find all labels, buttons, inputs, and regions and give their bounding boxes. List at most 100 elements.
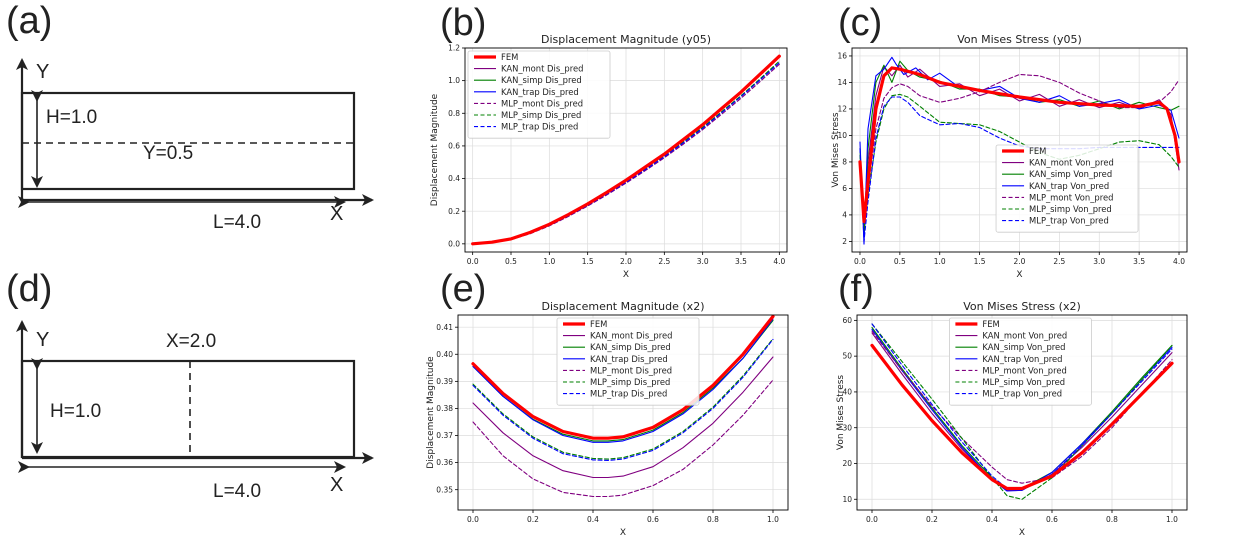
y-tick-label: 12 [837, 105, 847, 114]
plot-frame [457, 314, 789, 511]
x-tick-label: 3.5 [735, 257, 747, 266]
y-tick-label: 1.0 [448, 76, 460, 85]
x-axis-label: X [623, 270, 629, 280]
y-tick-label: 0.35 [436, 485, 453, 494]
chart-title: Displacement Magnitude (y05) [541, 33, 711, 46]
legend-box [949, 317, 1092, 406]
legend-label: MLP_simp Von_pred [982, 377, 1065, 387]
series-line-fem [870, 343, 1174, 491]
x-tick-label: 0.5 [505, 257, 517, 266]
series-line-mlp-simp-dis-pred [472, 338, 774, 460]
y-axis-label: Y [36, 61, 49, 83]
x-tick-label: 4.0 [773, 257, 785, 266]
x-tick-label: 4.0 [1173, 257, 1185, 266]
height-label: H=1.0 [50, 401, 101, 422]
legend-label: MLP_simp Von_pred [1029, 204, 1112, 214]
legend-label: FEM [590, 319, 607, 329]
series-line-mlp-mont-von-pred [871, 330, 1173, 484]
legend-label: MLP_simp Dis_pred [501, 110, 581, 120]
x-tick-label: 1.0 [767, 515, 779, 524]
series-line-fem [858, 66, 1181, 224]
x-tick-label: 1.5 [974, 257, 986, 266]
legend-label: MLP_mont Von_pred [1029, 192, 1113, 202]
series-line-kan-trap-dis-pred [472, 318, 774, 443]
series-group [471, 315, 775, 498]
x-tick-label: 0.8 [707, 515, 719, 524]
legend-label: FEM [982, 319, 999, 329]
legend-label: KAN_trap Von_pred [1029, 181, 1109, 191]
y-tick-label: 10 [837, 131, 847, 140]
y-tick-label: 0.0 [448, 239, 460, 248]
legend-label: MLP_mont Von_pred [982, 365, 1066, 375]
legend-label: KAN_mont Dis_pred [590, 331, 672, 341]
y-axis-label: Displacement Magnitude [430, 93, 440, 206]
x-axis-label: X [330, 474, 343, 496]
y-tick-label: 8 [842, 158, 847, 167]
x-tick-label: 0.0 [854, 257, 866, 266]
x-tick-label: 2.5 [1053, 257, 1065, 266]
x-tick-label: 2.0 [1014, 257, 1026, 266]
x-tick-label: 2.0 [620, 257, 632, 266]
x-tick-label: 3.0 [1093, 257, 1105, 266]
x-tick-label: 3.0 [697, 257, 709, 266]
legend-label: MLP_trap Dis_pred [590, 389, 667, 399]
x-tick-label: 0.6 [1046, 515, 1058, 524]
panel-label: (e) [440, 268, 486, 310]
y-axis-label: Von Mises Stress [836, 375, 846, 451]
x-axis-label: X [1019, 528, 1025, 538]
cut-label: X=2.0 [166, 331, 216, 352]
legend-label: KAN_trap Dis_pred [501, 87, 579, 97]
legend-label: KAN_mont Von_pred [1029, 158, 1114, 168]
y-tick-label: 30 [842, 423, 852, 432]
x-tick-label: 1.0 [934, 257, 946, 266]
x-tick-label: 0.8 [1106, 515, 1118, 524]
length-label: L=4.0 [213, 481, 261, 502]
chart-title: Von Mises Stress (x2) [963, 300, 1081, 313]
series-group [471, 54, 781, 246]
schematic-d: (d) Y X X=2.0 H=1.0 L=4.0 [6, 268, 374, 502]
legend-box [995, 144, 1139, 233]
x-tick-label: 0.0 [467, 515, 479, 524]
chart-stress-y05: (c) 0.0 0.5 1.0 1.5 2.0 2.5 3.0 3.5 4.0 2 4 6 8 10 12 14… [831, 2, 1188, 280]
legend-label: MLP_mont Dis_pred [501, 98, 583, 108]
x-axis-label: X [1016, 270, 1022, 280]
chart-displacement-y05: (b) 0.0 0.5 1.0 1.5 2.0 2.5 3.0 3.5 4.0 0.0 0.2 0.4 0… [430, 2, 788, 280]
panel-label: (c) [838, 2, 882, 44]
x-tick-label: 0.2 [527, 515, 539, 524]
x-tick-label: 1.5 [582, 257, 594, 266]
legend-label: MLP_trap Von_pred [1029, 216, 1109, 226]
legend-label: MLP_trap Dis_pred [501, 122, 578, 132]
legend-label: KAN_simp Von_pred [1029, 169, 1112, 179]
beam-rectangle [20, 359, 356, 459]
series-line-fem [471, 54, 781, 246]
x-tick-label: 0.0 [866, 515, 878, 524]
series-line-mlp-simp-von-pred [871, 323, 1173, 500]
x-axis-label: X [330, 203, 343, 225]
legend-label: FEM [501, 52, 518, 62]
y-tick-label: 0.40 [436, 350, 453, 359]
y-tick-label: 6 [842, 184, 847, 193]
y-axis-label: Von Mises Stress [831, 112, 841, 188]
series-line-kan-mont-dis-pred [472, 356, 774, 479]
panel-label: (b) [440, 2, 486, 44]
y-tick-label: 0.39 [436, 377, 453, 386]
y-tick-label: 4 [842, 211, 847, 220]
chart-title: Displacement Magnitude (x2) [542, 300, 705, 313]
x-tick-label: 1.0 [1166, 515, 1178, 524]
legend-label: MLP_simp Dis_pred [590, 377, 670, 387]
y-tick-label: 0.38 [436, 404, 453, 413]
x-tick-label: 2.5 [658, 257, 670, 266]
cut-label: Y=0.5 [143, 143, 193, 164]
panel-label: (d) [6, 268, 52, 310]
x-tick-label: 0.5 [894, 257, 906, 266]
series-line-fem [471, 315, 775, 440]
y-tick-label: 1.2 [448, 44, 460, 53]
y-tick-label: 0.36 [436, 458, 453, 467]
y-axis-label: Displacement Magnitude [426, 356, 436, 469]
legend-label: KAN_mont Dis_pred [501, 64, 583, 74]
x-tick-label: 0.4 [986, 515, 998, 524]
